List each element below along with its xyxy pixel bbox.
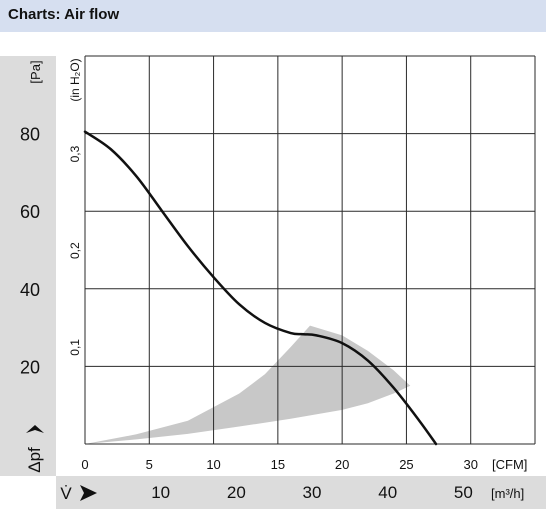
x-tick-label-cfm: 0 — [81, 457, 88, 472]
x-tick-label-m3h: 40 — [378, 483, 397, 502]
x-tick-label-cfm: 15 — [271, 457, 285, 472]
y-tick-label-pa: 60 — [20, 202, 40, 222]
x-unit-label-m3h: [m³/h] — [491, 486, 524, 501]
x-tick-label-cfm: 30 — [463, 457, 477, 472]
x-tick-label-m3h: 10 — [151, 483, 170, 502]
section-header: Charts: Air flow — [0, 0, 546, 32]
y-unit-label-inh2o: (in H₂O) — [68, 58, 82, 101]
y-tick-label-inh2o: 0,1 — [68, 339, 82, 356]
x-tick-label-m3h: 30 — [303, 483, 322, 502]
y-axis-band — [0, 56, 56, 476]
y-unit-label-pa: [Pa] — [28, 60, 43, 83]
x-axis-title: V̇ — [60, 484, 72, 503]
section-title: Charts: Air flow — [8, 6, 120, 23]
x-tick-label-m3h: 20 — [227, 483, 246, 502]
y-tick-label-pa: 20 — [20, 357, 40, 377]
y-tick-label-inh2o: 0,3 — [68, 145, 82, 162]
y-axis-title: Δpf — [25, 447, 44, 473]
x-tick-label-m3h: 50 — [454, 483, 473, 502]
x-axis-arrow-icon — [80, 485, 97, 501]
y-tick-label-pa: 80 — [20, 125, 40, 145]
x-tick-label-cfm: 10 — [206, 457, 220, 472]
y-tick-label-inh2o: 0,2 — [68, 242, 82, 259]
operating-range-area — [85, 325, 411, 444]
pressure-curve — [83, 130, 438, 446]
x-axis-band — [56, 476, 546, 509]
x-tick-label-cfm: 25 — [399, 457, 413, 472]
y-axis-arrow-icon — [26, 425, 44, 433]
x-tick-label-cfm: 5 — [146, 457, 153, 472]
x-unit-label-cfm: [CFM] — [492, 457, 527, 472]
x-tick-label-cfm: 20 — [335, 457, 349, 472]
y-tick-label-pa: 40 — [20, 280, 40, 300]
